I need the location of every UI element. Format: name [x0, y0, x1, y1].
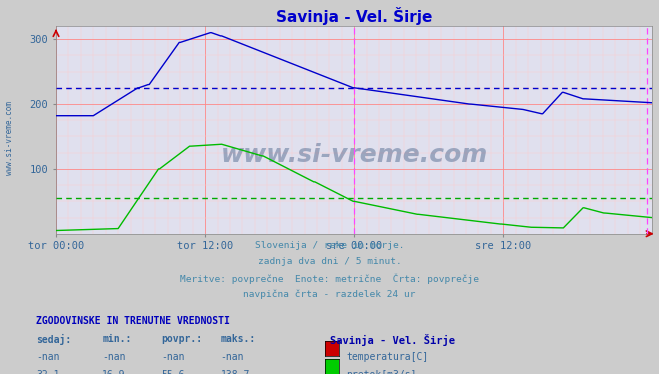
Text: povpr.:: povpr.: — [161, 334, 202, 344]
Text: sedaj:: sedaj: — [36, 334, 71, 345]
Text: 55,6: 55,6 — [161, 370, 185, 374]
Text: temperatura[C]: temperatura[C] — [346, 352, 428, 362]
Text: Slovenija / reke in morje.: Slovenija / reke in morje. — [255, 241, 404, 250]
Title: Savinja - Vel. Širje: Savinja - Vel. Širje — [276, 7, 432, 25]
Text: -nan: -nan — [221, 352, 244, 362]
Text: navpična črta - razdelek 24 ur: navpična črta - razdelek 24 ur — [243, 289, 416, 299]
Text: Savinja - Vel. Širje: Savinja - Vel. Širje — [330, 334, 455, 346]
Text: pretok[m3/s]: pretok[m3/s] — [346, 370, 416, 374]
Text: Meritve: povprečne  Enote: metrične  Črta: povprečje: Meritve: povprečne Enote: metrične Črta:… — [180, 273, 479, 284]
Text: 32,1: 32,1 — [36, 370, 60, 374]
Text: www.si-vreme.com: www.si-vreme.com — [221, 143, 488, 167]
Text: www.si-vreme.com: www.si-vreme.com — [5, 101, 14, 175]
Text: min.:: min.: — [102, 334, 132, 344]
Text: maks.:: maks.: — [221, 334, 256, 344]
Text: -nan: -nan — [36, 352, 60, 362]
Text: 138,7: 138,7 — [221, 370, 250, 374]
Text: -nan: -nan — [161, 352, 185, 362]
Text: 16,9: 16,9 — [102, 370, 126, 374]
Text: ZGODOVINSKE IN TRENUTNE VREDNOSTI: ZGODOVINSKE IN TRENUTNE VREDNOSTI — [36, 316, 230, 326]
Text: -nan: -nan — [102, 352, 126, 362]
Text: zadnja dva dni / 5 minut.: zadnja dva dni / 5 minut. — [258, 257, 401, 266]
